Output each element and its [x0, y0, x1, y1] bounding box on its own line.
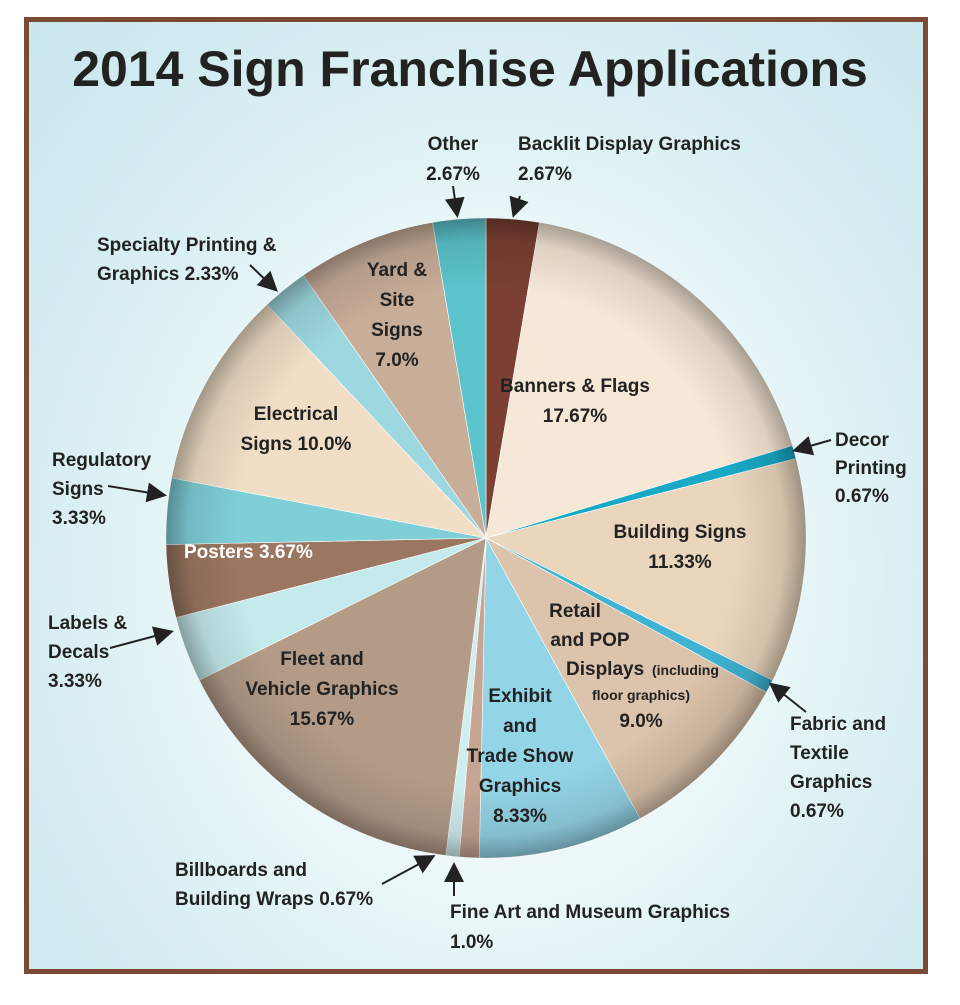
label-decor-printing-line-3: 0.67% [835, 486, 889, 507]
label-electrical-signs-line-1: Electrical [254, 404, 339, 425]
label-billboards-and-building-wraps-line-2: Building Wraps 0.67% [175, 889, 373, 910]
label-yard-site-signs-line-1: Yard & [367, 260, 427, 281]
label-arrows [107, 185, 832, 896]
arrow-billboards [381, 855, 436, 885]
arrow-other [444, 185, 465, 218]
label-specialty-printing-graphics-line-1: Specialty Printing & [97, 235, 277, 256]
label-billboards-and-building-wraps-line-1: Billboards and [175, 860, 307, 881]
label-fine-art-and-museum-graphics-line-1: Fine Art and Museum Graphics [450, 902, 730, 923]
label-specialty-printing-graphics-line-2: Graphics 2.33% [97, 264, 239, 285]
label-fine-art-and-museum-graphics-line-2: 1.0% [450, 932, 493, 953]
label-backlit-display-graphics-line-2: 2.67% [518, 164, 572, 185]
label-fabric-and-textile-graphics-line-4: 0.67% [790, 801, 844, 822]
label-decor-printing-line-1: Decor [835, 430, 889, 451]
arrow-regulatory [107, 482, 167, 503]
label-banners-flags-line-1: Banners & Flags [500, 376, 650, 397]
arrow-fabric [768, 682, 807, 713]
slice-labels: Backlit Display Graphics 2.67% Banners & F… [48, 134, 907, 953]
label-fabric-and-textile-graphics-line-2: Textile [790, 743, 849, 764]
label-fabric-and-textile-graphics-line-3: Graphics [790, 772, 872, 793]
label-exhibit-and-trade-show-graphics-line-5: 8.33% [493, 806, 547, 827]
label-regulatory-signs-line-2: Signs [52, 479, 104, 500]
label-regulatory-signs-line-1: Regulatory [52, 450, 152, 471]
label-posters-line-1: Posters 3.67% [184, 542, 313, 563]
label-backlit-display-graphics-line-1: Backlit Display Graphics [518, 134, 741, 155]
arrow-backlit [509, 195, 529, 218]
label-electrical-signs-line-2: Signs 10.0% [241, 434, 352, 455]
label-yard-site-signs-line-3: Signs [371, 320, 423, 341]
label-retail-and-pop-displays-line-2: and POP [550, 630, 630, 651]
label-retail-and-pop-displays-line-4: (including [652, 662, 719, 678]
label-retail-and-pop-displays-line-5: floor graphics) [592, 687, 690, 703]
label-fleet-and-vehicle-graphics-line-3: 15.67% [290, 709, 355, 730]
label-exhibit-and-trade-show-graphics-line-4: Graphics [479, 776, 561, 797]
label-regulatory-signs-line-3: 3.33% [52, 508, 106, 529]
label-retail-and-pop-displays-line-3: Displays [566, 659, 644, 680]
label-exhibit-and-trade-show-graphics-line-1: Exhibit [488, 686, 552, 707]
label-labels-decals-line-2: Decals [48, 642, 109, 663]
label-yard-site-signs-line-2: Site [380, 290, 415, 311]
label-building-signs-line-1: Building Signs [614, 522, 747, 543]
label-labels-decals-line-3: 3.33% [48, 671, 102, 692]
label-labels-decals-line-1: Labels & [48, 613, 127, 634]
label-exhibit-and-trade-show-graphics-line-2: and [503, 716, 537, 737]
label-exhibit-and-trade-show-graphics-line-3: Trade Show [467, 746, 574, 767]
label-decor-printing-line-2: Printing [835, 458, 907, 479]
label-retail-and-pop-displays-line-1: Retail [549, 601, 601, 622]
label-banners-flags-line-2: 17.67% [543, 406, 608, 427]
arrow-specialty [249, 264, 278, 292]
label-other-line-2: 2.67% [426, 164, 480, 185]
label-other-line-1: Other [428, 134, 479, 155]
label-fleet-and-vehicle-graphics-line-2: Vehicle Graphics [245, 679, 398, 700]
label-yard-site-signs-line-4: 7.0% [375, 350, 418, 371]
arrow-labels [109, 626, 174, 649]
arrow-decor [792, 435, 832, 456]
label-fleet-and-vehicle-graphics-line-1: Fleet and [280, 649, 363, 670]
label-retail-and-pop-displays-line-6: 9.0% [619, 711, 662, 732]
chart-title: 2014 Sign Franchise Applications [72, 41, 868, 97]
label-building-signs-line-2: 11.33% [648, 552, 711, 573]
label-fabric-and-textile-graphics-line-1: Fabric and [790, 714, 886, 735]
